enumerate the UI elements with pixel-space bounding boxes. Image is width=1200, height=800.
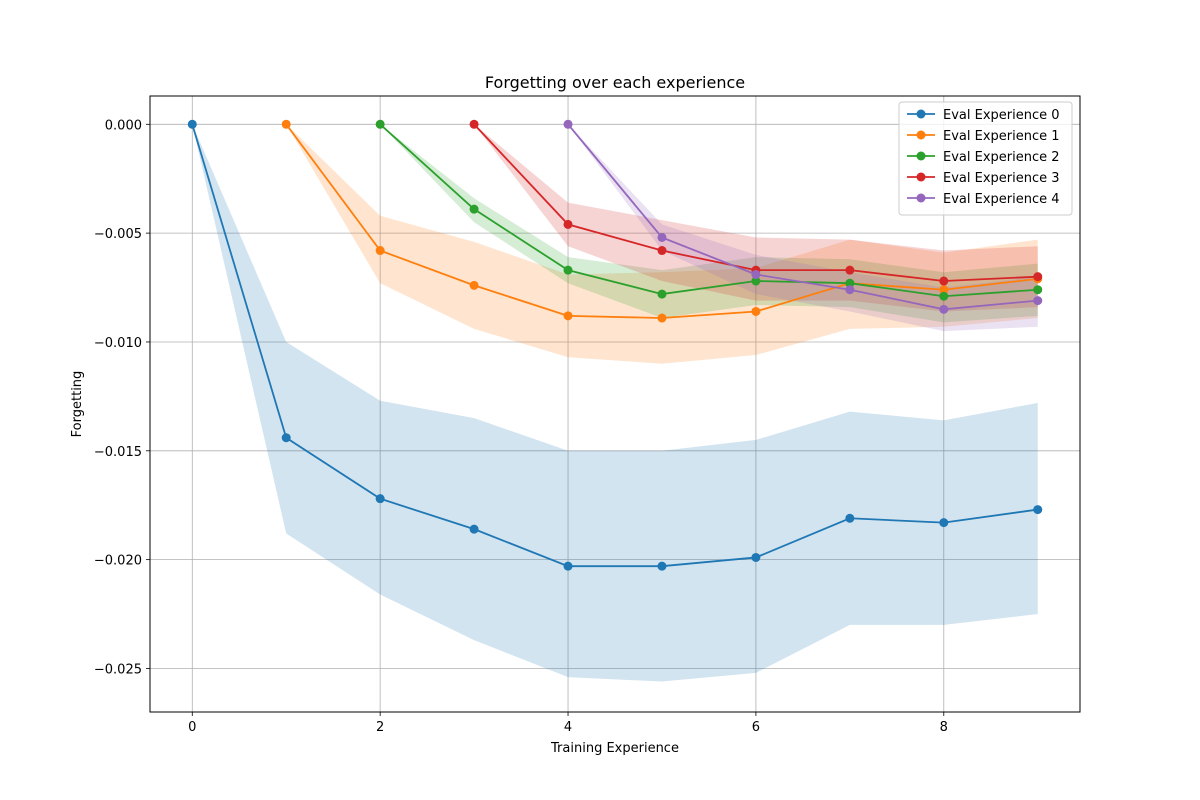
line-series-4 xyxy=(567,123,1038,311)
x-tick-label: 0 xyxy=(188,720,196,735)
legend-marker-1 xyxy=(916,130,926,140)
point-series-1 xyxy=(751,306,761,316)
point-series-3 xyxy=(939,276,949,286)
axis-ticks: 0 2 4 6 8 0.000 −0.005 −0.010 −0.015 −0.020 −0.025 xyxy=(94,118,948,735)
point-series-1 xyxy=(563,311,573,321)
point-series-3 xyxy=(845,265,855,275)
point-series-0 xyxy=(187,119,197,129)
point-series-2 xyxy=(751,276,761,286)
x-tick-label: 6 xyxy=(752,720,760,735)
band-series-1 xyxy=(286,124,1038,364)
line-series-0 xyxy=(191,124,1038,568)
x-tick-label: 2 xyxy=(376,720,384,735)
point-series-3 xyxy=(1033,272,1043,282)
plot-frame xyxy=(149,95,1081,713)
legend-label-1: Eval Experience 1 xyxy=(943,129,1060,144)
point-series-4 xyxy=(939,304,949,314)
point-series-1 xyxy=(939,285,949,295)
point-series-0 xyxy=(845,513,855,523)
point-series-0 xyxy=(939,518,949,528)
point-series-1 xyxy=(375,246,385,256)
point-series-4 xyxy=(1033,296,1043,306)
legend-marker-4 xyxy=(916,193,926,203)
legend-label-2: Eval Experience 2 xyxy=(943,150,1060,165)
point-series-0 xyxy=(563,561,573,571)
point-series-0 xyxy=(281,433,291,443)
y-tick-label: 0.000 xyxy=(105,118,142,133)
y-tick-label: −0.015 xyxy=(94,445,142,460)
point-series-2 xyxy=(845,278,855,288)
chart-title: Forgetting over each experience xyxy=(485,73,745,92)
point-series-1 xyxy=(469,280,479,290)
legend-label-4: Eval Experience 4 xyxy=(943,192,1060,207)
x-tick-label: 8 xyxy=(940,720,948,735)
point-series-0 xyxy=(375,494,385,504)
point-series-1 xyxy=(657,313,667,323)
band-series-3 xyxy=(474,124,1038,312)
legend-label-3: Eval Experience 3 xyxy=(943,171,1060,186)
point-series-4 xyxy=(657,232,667,242)
series-lines xyxy=(187,119,1043,571)
point-series-3 xyxy=(469,119,479,129)
band-series-4 xyxy=(568,124,1038,332)
legend-marker-2 xyxy=(916,151,926,161)
point-series-2 xyxy=(1033,285,1043,295)
legend-box xyxy=(898,101,1073,216)
point-series-0 xyxy=(469,524,479,534)
point-series-4 xyxy=(563,119,573,129)
point-series-2 xyxy=(657,289,667,299)
legend: Eval Experience 0 Eval Experience 1 Eval E… xyxy=(898,101,1073,216)
point-series-2 xyxy=(375,119,385,129)
legend-label-0: Eval Experience 0 xyxy=(943,108,1060,123)
y-tick-label: −0.010 xyxy=(94,336,142,351)
y-tick-label: −0.025 xyxy=(94,662,142,677)
legend-marker-0 xyxy=(916,109,926,119)
point-series-2 xyxy=(469,204,479,214)
point-series-4 xyxy=(751,269,761,279)
point-series-0 xyxy=(657,561,667,571)
line-series-2 xyxy=(379,123,1038,298)
point-series-1 xyxy=(281,119,291,129)
point-series-0 xyxy=(1033,505,1043,515)
x-axis-label: Training Experience xyxy=(550,741,679,756)
y-tick-label: −0.020 xyxy=(94,554,142,569)
point-series-4 xyxy=(845,285,855,295)
y-tick-label: −0.005 xyxy=(94,227,142,242)
point-series-0 xyxy=(751,552,761,562)
band-series-0 xyxy=(192,124,1038,682)
y-axis-label: Forgetting xyxy=(70,371,85,438)
point-series-3 xyxy=(563,219,573,229)
point-series-3 xyxy=(657,246,667,256)
x-tick-label: 4 xyxy=(564,720,572,735)
point-series-2 xyxy=(563,265,573,275)
legend-marker-3 xyxy=(916,172,926,182)
point-series-2 xyxy=(939,291,949,301)
